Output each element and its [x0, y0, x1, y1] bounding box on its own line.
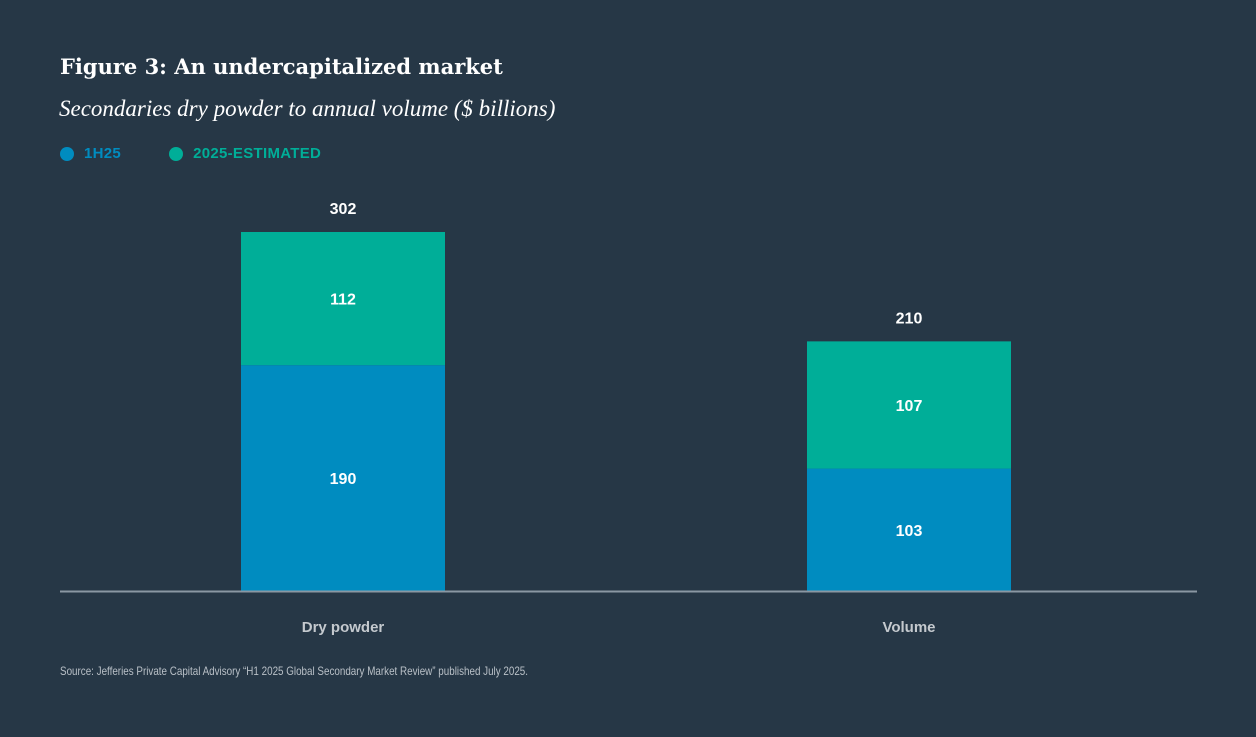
source-note: Source: Jefferies Private Capital Adviso…: [60, 664, 529, 678]
chart-subtitle: Secondaries dry powder to annual volume …: [59, 96, 556, 121]
legend-item-1h25: 1H25: [60, 145, 121, 162]
category-label: Volume: [882, 619, 935, 636]
bar-segment: [241, 365, 445, 591]
data-label: 112: [330, 292, 356, 309]
bar-segment: [241, 232, 445, 366]
data-label: 107: [896, 398, 923, 415]
data-label: 103: [896, 523, 923, 540]
bar-segment: [807, 468, 1011, 591]
legend-label: 1H25: [84, 145, 122, 162]
legend-label: 2025-ESTIMATED: [193, 145, 322, 162]
category-label: Dry powder: [302, 619, 385, 636]
total-label: 210: [896, 310, 923, 327]
legend: 1H25 2025-ESTIMATED: [60, 145, 321, 162]
bar-segment: [807, 341, 1011, 469]
total-label: 302: [330, 201, 357, 218]
legend-swatch: [169, 146, 184, 161]
data-label: 190: [330, 471, 357, 488]
chart-title: Figure 3: An undercapitalized market: [60, 54, 503, 79]
legend-item-2025-estimated: 2025-ESTIMATED: [169, 145, 321, 162]
legend-swatch: [60, 146, 74, 161]
